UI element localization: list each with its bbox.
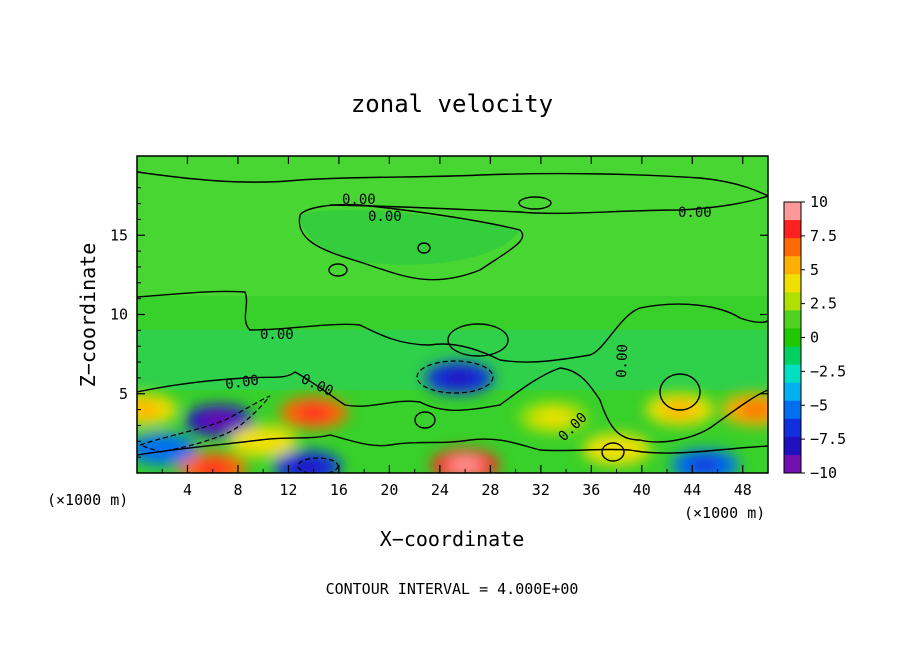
contour-cell-d — [328, 263, 348, 277]
x-tick-label: 44 — [683, 481, 701, 499]
y-axis-label: Z−coordinate — [76, 243, 100, 388]
x-tick-label: 24 — [431, 481, 449, 499]
colorbar-swatch — [784, 346, 801, 366]
velocity-core — [194, 460, 231, 473]
colorbar-swatch — [784, 454, 801, 474]
contour-cell-e — [417, 242, 431, 254]
plot-area: 0.00 0.00 0.00 0.00 0.00 0.00 0.00 0.00 — [137, 156, 768, 473]
x-tick-label: 4 — [183, 481, 192, 499]
colorbar-label: 7.5 — [810, 227, 837, 245]
y-tick-label: 10 — [110, 306, 128, 324]
colorbar-swatch — [784, 382, 801, 402]
velocity-core — [737, 401, 768, 418]
colorbar-swatch — [784, 328, 801, 348]
colorbar-label: −5 — [810, 396, 828, 414]
x-tick-label: 36 — [582, 481, 600, 499]
contour-interval-note: CONTOUR INTERVAL = 4.000E+00 — [326, 580, 579, 598]
colorbar-swatch — [784, 436, 801, 456]
contour-label: 0.00 — [342, 192, 376, 208]
velocity-core — [137, 401, 162, 418]
contour-zero-dome — [298, 203, 524, 281]
chart-title: zonal velocity — [351, 90, 553, 118]
velocity-core — [440, 369, 477, 386]
x-tick-label: 20 — [380, 481, 398, 499]
colorbar-swatch — [784, 274, 801, 293]
colorbar-label: 5 — [810, 261, 819, 279]
contour-cell-c — [518, 196, 552, 210]
velocity-core — [289, 458, 326, 473]
contour-cell-f — [414, 411, 436, 429]
contour-zero-top — [137, 171, 768, 197]
y-tick-label: 5 — [119, 385, 128, 403]
contour-neg-left — [138, 395, 271, 453]
contour-negative — [138, 360, 494, 473]
colorbar: 10 7.5 5 2.5 0 −2.5 −5 −7.5 −10 — [783, 193, 846, 482]
x-axis: 4 8 12 16 20 24 28 32 36 40 44 48 — [161, 156, 752, 499]
colorbar-swatch — [784, 400, 801, 420]
upper-tongue — [300, 210, 520, 265]
contour-label: 0.00 — [368, 209, 402, 225]
colorbar-swatch — [784, 256, 801, 275]
colorbar-swatch — [784, 220, 801, 239]
velocity-core — [447, 457, 484, 473]
x-tick-label: 40 — [633, 481, 651, 499]
colorbar-label: −2.5 — [810, 362, 846, 380]
colorbar-swatches — [784, 202, 801, 474]
colorbar-swatch — [784, 364, 801, 384]
colorbar-swatch — [784, 418, 801, 438]
velocity-core — [686, 457, 723, 473]
contour-zero-lower — [137, 367, 768, 443]
contour-label: 0.00 — [678, 205, 712, 221]
contour-neg-bottom — [297, 457, 339, 473]
colorbar-labels: 10 7.5 5 2.5 0 −2.5 −5 −7.5 −10 — [801, 193, 846, 482]
colorbar-swatch — [784, 292, 801, 311]
colorbar-swatch — [784, 238, 801, 257]
contour-cell-a — [447, 323, 509, 357]
y-axis: 5 10 15 — [110, 171, 768, 458]
colorbar-label: −7.5 — [810, 430, 846, 448]
velocity-core — [245, 433, 282, 450]
colorbar-label: −10 — [810, 464, 837, 482]
colorbar-swatch — [784, 310, 801, 329]
y-tick-label: 15 — [110, 226, 128, 244]
velocity-core — [295, 404, 332, 421]
colorbar-swatch — [784, 202, 801, 221]
x-tick-label: 8 — [233, 481, 242, 499]
contour-cell-g — [601, 442, 625, 462]
colorbar-label: 2.5 — [810, 295, 837, 313]
contour-neg-mid — [416, 360, 494, 394]
x-tick-label: 48 — [734, 481, 752, 499]
contour-label: 0.00 — [260, 327, 294, 343]
x-tick-label: 28 — [481, 481, 499, 499]
contour-zero-main — [137, 290, 768, 363]
x-tick-label: 12 — [279, 481, 297, 499]
x-tick-label: 32 — [532, 481, 550, 499]
x-unit-left: (×1000 m) — [47, 491, 128, 509]
contour-label: 0.00 — [224, 372, 260, 393]
colorbar-label: 0 — [810, 329, 819, 347]
colorbar-label: 10 — [810, 193, 828, 211]
x-unit-right: (×1000 m) — [684, 504, 765, 522]
contour-lines — [137, 171, 768, 462]
velocity-core — [535, 409, 572, 426]
x-axis-label: X−coordinate — [380, 527, 525, 551]
contour-label: 0.00 — [614, 344, 631, 378]
contour-zero-bottom — [137, 434, 768, 456]
x-tick-label: 16 — [330, 481, 348, 499]
contour-cell-b — [659, 373, 701, 411]
contour-zero-upper-band — [329, 195, 768, 215]
